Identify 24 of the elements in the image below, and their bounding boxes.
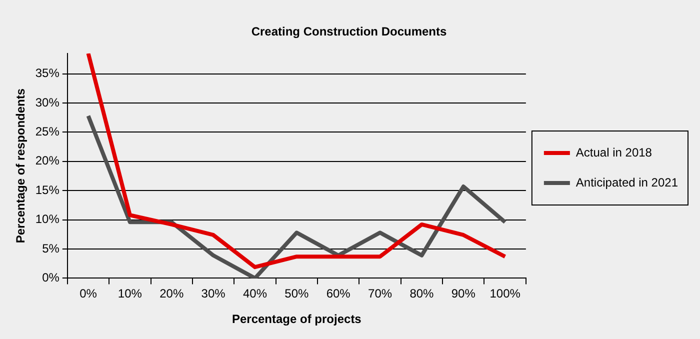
y-tick-label: 35% — [35, 66, 60, 80]
y-tick-label: 30% — [35, 95, 60, 110]
y-tick-label: 20% — [35, 154, 60, 168]
x-tick-label: 90% — [451, 286, 476, 301]
y-tick-label: 15% — [35, 182, 60, 197]
x-tick-label: 100% — [490, 286, 521, 301]
y-tick-label: 5% — [42, 241, 60, 256]
x-axis-title: Percentage of projects — [232, 312, 362, 326]
y-tick-label: 0% — [42, 270, 60, 285]
x-tick-label: 50% — [284, 286, 310, 301]
legend-label: Actual in 2018 — [576, 145, 652, 160]
x-tick-label: 20% — [160, 286, 184, 301]
y-tick-label: 10% — [35, 212, 60, 226]
legend-label: Anticipated in 2021 — [576, 175, 678, 190]
x-tick-label: 60% — [326, 286, 351, 301]
x-tick-label: 70% — [368, 286, 392, 301]
x-tick-label: 10% — [118, 286, 142, 301]
y-axis-title: Percentage of respondents — [14, 88, 28, 244]
x-tick-label: 40% — [242, 286, 268, 301]
x-tick-label: 30% — [201, 286, 226, 301]
y-tick-label: 25% — [35, 124, 60, 139]
x-tick-label: 80% — [410, 286, 434, 301]
chart-title: Creating Construction Documents — [251, 24, 447, 39]
x-tick-label: 0% — [80, 286, 98, 301]
